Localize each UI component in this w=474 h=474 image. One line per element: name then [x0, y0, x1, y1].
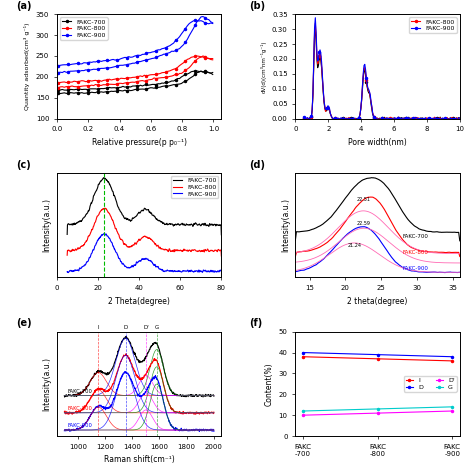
X-axis label: Raman shift(cm⁻¹): Raman shift(cm⁻¹): [104, 455, 174, 464]
Legend: I, D, D', G: I, D, D', G: [404, 376, 456, 392]
Text: D': D': [143, 326, 149, 330]
X-axis label: Relative pressure(p p₀⁻¹): Relative pressure(p p₀⁻¹): [91, 138, 187, 147]
Text: FAKC-900: FAKC-900: [67, 423, 92, 428]
Text: FAKC-700: FAKC-700: [402, 234, 428, 239]
D: [449, 354, 455, 360]
X-axis label: Pore width(nm): Pore width(nm): [348, 138, 407, 147]
Text: FAKC-900: FAKC-900: [402, 265, 428, 271]
Y-axis label: Content(%): Content(%): [264, 362, 273, 406]
Legend: FAKC-800, FAKC-900: FAKC-800, FAKC-900: [409, 18, 456, 33]
Y-axis label: Intensity(a.u.): Intensity(a.u.): [42, 198, 51, 252]
Text: FAKC-800: FAKC-800: [402, 250, 428, 255]
D: [375, 352, 381, 357]
Text: I: I: [98, 326, 99, 330]
D': [300, 412, 306, 418]
I: [300, 354, 306, 360]
Y-axis label: Quantity adsorbed(cm³ g⁻¹): Quantity adsorbed(cm³ g⁻¹): [24, 23, 30, 110]
Text: (c): (c): [16, 160, 30, 170]
Text: D: D: [123, 326, 128, 330]
Text: 22.59: 22.59: [357, 221, 371, 226]
I: [449, 358, 455, 364]
Y-axis label: Intensity(a.u.): Intensity(a.u.): [281, 198, 290, 252]
X-axis label: 2 Theta(degree): 2 Theta(degree): [108, 297, 170, 306]
Text: FAKC-700: FAKC-700: [67, 389, 92, 394]
Text: (e): (e): [16, 319, 31, 328]
Text: (a): (a): [16, 1, 31, 11]
Text: (f): (f): [249, 319, 263, 328]
X-axis label: 2 theta(degree): 2 theta(degree): [347, 297, 408, 306]
Line: G: G: [302, 406, 453, 412]
Legend: FAKC-700, FAKC-800, FAKC-900: FAKC-700, FAKC-800, FAKC-900: [60, 18, 108, 40]
Line: D': D': [302, 410, 453, 416]
Text: G: G: [155, 326, 159, 330]
Line: I: I: [302, 356, 453, 362]
Legend: FAKC-700, FAKC-800, FAKC-900: FAKC-700, FAKC-800, FAKC-900: [171, 176, 218, 199]
Text: 22.51: 22.51: [356, 198, 370, 202]
Text: FAKC-800: FAKC-800: [67, 406, 92, 411]
Line: D: D: [302, 352, 453, 358]
G: [375, 406, 381, 412]
Text: 21.24: 21.24: [347, 243, 361, 248]
D': [375, 410, 381, 416]
Text: (b): (b): [249, 1, 265, 11]
Y-axis label: dV(d)(cm³nm⁻¹g⁻¹): dV(d)(cm³nm⁻¹g⁻¹): [260, 40, 266, 93]
D: [300, 350, 306, 356]
Y-axis label: Intensity(a.u.): Intensity(a.u.): [42, 357, 51, 411]
D': [449, 408, 455, 414]
G: [300, 408, 306, 414]
I: [375, 356, 381, 362]
G: [449, 404, 455, 410]
Text: (d): (d): [249, 160, 265, 170]
